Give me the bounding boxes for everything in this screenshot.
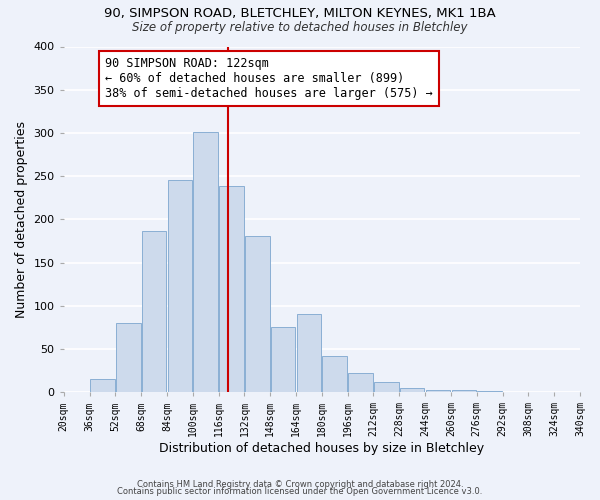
Bar (322, 356, 347, 392)
Bar (219, 186, 244, 392)
Text: Contains public sector information licensed under the Open Government Licence v3: Contains public sector information licen… (118, 487, 482, 496)
Bar (193, 132, 218, 392)
Bar (374, 382, 398, 392)
Bar (142, 230, 166, 392)
Text: 90, SIMPSON ROAD, BLETCHLEY, MILTON KEYNES, MK1 1BA: 90, SIMPSON ROAD, BLETCHLEY, MILTON KEYN… (104, 8, 496, 20)
Bar (400, 388, 424, 392)
Bar (452, 390, 476, 392)
Bar (90, 379, 115, 392)
Text: Contains HM Land Registry data © Crown copyright and database right 2024.: Contains HM Land Registry data © Crown c… (137, 480, 463, 489)
Text: Size of property relative to detached houses in Bletchley: Size of property relative to detached ho… (132, 21, 468, 34)
Bar (167, 180, 192, 392)
Bar (271, 328, 295, 392)
X-axis label: Distribution of detached houses by size in Bletchley: Distribution of detached houses by size … (159, 442, 484, 455)
Bar (296, 314, 321, 392)
Bar (349, 373, 373, 392)
Text: 90 SIMPSON ROAD: 122sqm
← 60% of detached houses are smaller (899)
38% of semi-d: 90 SIMPSON ROAD: 122sqm ← 60% of detache… (105, 57, 433, 100)
Bar (426, 390, 450, 392)
Bar (245, 236, 269, 392)
Bar (116, 323, 140, 392)
Y-axis label: Number of detached properties: Number of detached properties (15, 121, 28, 318)
